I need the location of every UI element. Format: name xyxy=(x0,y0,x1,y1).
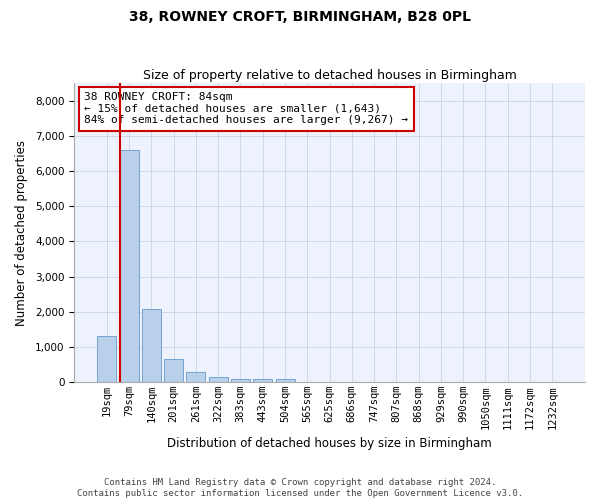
Bar xyxy=(275,378,295,382)
Title: Size of property relative to detached houses in Birmingham: Size of property relative to detached ho… xyxy=(143,69,517,82)
Text: 38 ROWNEY CROFT: 84sqm
← 15% of detached houses are smaller (1,643)
84% of semi-: 38 ROWNEY CROFT: 84sqm ← 15% of detached… xyxy=(85,92,409,126)
Y-axis label: Number of detached properties: Number of detached properties xyxy=(15,140,28,326)
Bar xyxy=(187,372,205,382)
Bar xyxy=(209,377,227,382)
Bar xyxy=(97,336,116,382)
X-axis label: Distribution of detached houses by size in Birmingham: Distribution of detached houses by size … xyxy=(167,437,492,450)
Bar xyxy=(164,359,183,382)
Bar xyxy=(231,378,250,382)
Bar xyxy=(142,309,161,382)
Text: 38, ROWNEY CROFT, BIRMINGHAM, B28 0PL: 38, ROWNEY CROFT, BIRMINGHAM, B28 0PL xyxy=(129,10,471,24)
Bar xyxy=(253,380,272,382)
Bar xyxy=(119,150,139,382)
Text: Contains HM Land Registry data © Crown copyright and database right 2024.
Contai: Contains HM Land Registry data © Crown c… xyxy=(77,478,523,498)
